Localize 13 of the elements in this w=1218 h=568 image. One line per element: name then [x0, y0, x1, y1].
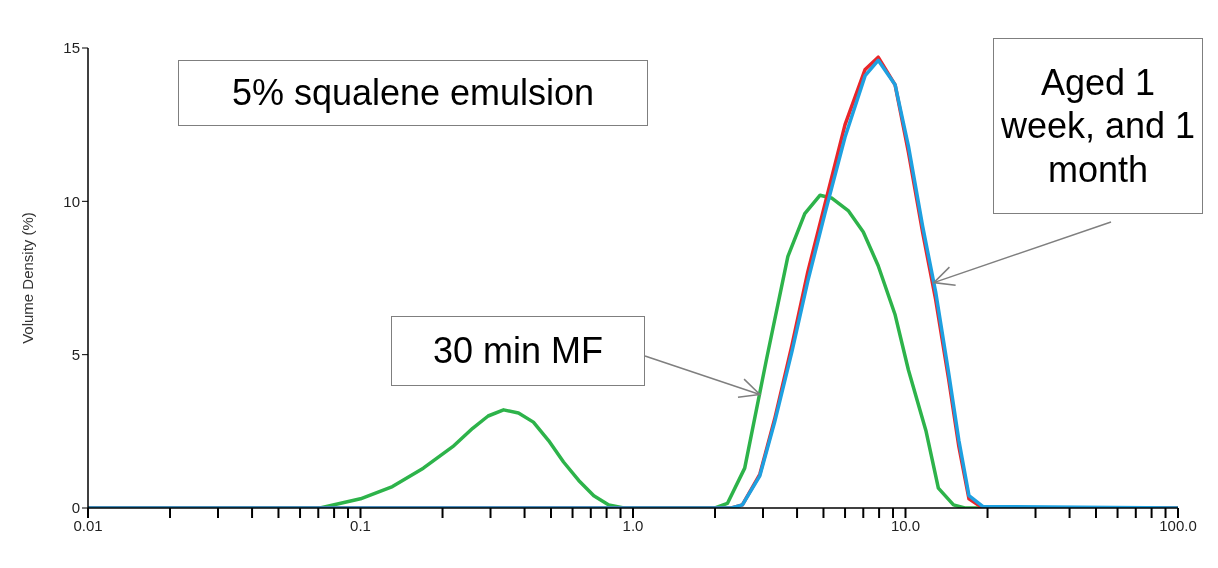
x-tick-label: 100.0	[1159, 516, 1197, 534]
annotation: Aged 1 week, and 1 month	[999, 61, 1197, 191]
x-tick-label: 1.0	[622, 516, 644, 534]
y-tick-label: 5	[71, 345, 80, 363]
annotation: 30 min MF	[432, 329, 604, 373]
y-axis-title: Volume Density (%)	[19, 212, 37, 344]
x-tick-label: 0.01	[73, 516, 103, 534]
annotation: 5% squalene emulsion	[231, 71, 595, 115]
x-tick-label: 10.0	[890, 516, 921, 534]
y-tick-label: 0	[71, 499, 80, 517]
x-tick-label: 0.1	[350, 516, 371, 534]
y-tick-label: 15	[63, 39, 80, 57]
y-tick-label: 10	[63, 192, 80, 210]
